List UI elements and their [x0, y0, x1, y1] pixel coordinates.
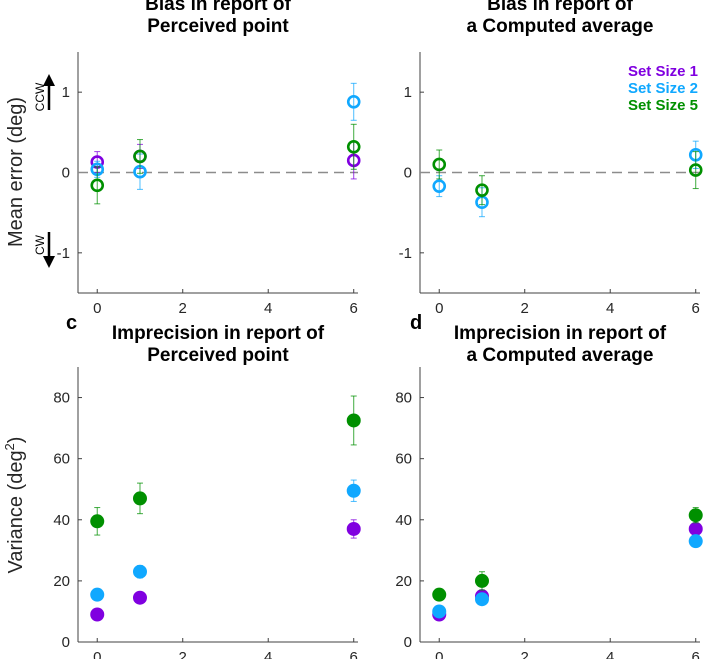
y-tick-label: -1: [57, 245, 70, 262]
series-set-size-2: [90, 82, 361, 190]
series-set-size-2: [432, 140, 703, 218]
data-point: [688, 534, 703, 549]
panel-c: 0 20 40 60 80 0 2 4 6 Imprecision in report ofPer…: [53, 312, 361, 659]
panel-letter: a: [66, 0, 78, 5]
cw-indicator: CW: [33, 232, 55, 268]
y-tick-label: 80: [53, 390, 70, 407]
panel-letter: c: [66, 312, 77, 334]
series-set-size-5: [432, 507, 703, 602]
y-tick-label: 40: [53, 512, 70, 529]
series-set-size-5: [432, 149, 703, 206]
y-axis-label-bottom: Variance (deg2): [2, 437, 27, 574]
y-tick-label: 60: [53, 451, 70, 468]
x-tick-label: 6: [350, 649, 358, 659]
data-point: [346, 139, 361, 154]
x-tick-label: 4: [606, 300, 614, 317]
x-tick-label: 4: [606, 649, 614, 659]
series-set-size-1: [432, 521, 703, 622]
data-point: [346, 413, 361, 428]
x-tick-label: 0: [93, 649, 101, 659]
x-tick-label: 2: [521, 300, 529, 317]
data-point: [133, 149, 147, 164]
cw-label: CW: [33, 234, 47, 255]
y-tick-label: 1: [404, 84, 412, 101]
data-point: [132, 590, 147, 605]
x-tick-label: 0: [93, 300, 101, 317]
y-tick-label: -1: [399, 245, 412, 262]
series-set-size-1: [90, 141, 361, 180]
data-point: [346, 521, 361, 536]
series-set-size-5: [90, 123, 361, 205]
y-tick-label: 20: [53, 573, 70, 590]
legend-entry: Set Size 5: [628, 97, 698, 114]
x-tick-label: 6: [350, 300, 358, 317]
series-set-size-5: [90, 395, 361, 536]
arrow-down-icon: [43, 256, 55, 268]
data-point: [132, 564, 147, 579]
y-tick-label: 60: [395, 451, 412, 468]
x-tick-label: 0: [435, 300, 443, 317]
panel-title: Perceived point: [147, 345, 289, 366]
x-tick-label: 4: [264, 300, 272, 317]
data-point: [688, 521, 703, 536]
y-tick-label: 80: [395, 390, 412, 407]
panel-title: Bias in report of: [487, 0, 633, 15]
y-axis-label-top: Mean error (deg): [5, 97, 27, 247]
panel-title: Imprecision in report of: [454, 323, 667, 344]
x-tick-label: 6: [692, 649, 700, 659]
data-point: [346, 483, 361, 498]
x-tick-label: 2: [521, 649, 529, 659]
x-tick-label: 2: [179, 649, 187, 659]
panel-title: Bias in report of: [145, 0, 291, 15]
arrow-up-icon: [43, 74, 55, 86]
panel-b: -1 0 1 0 2 4 6 Bias in report ofa Computed aver…: [399, 0, 703, 317]
x-tick-label: 0: [435, 649, 443, 659]
panel-letter: d: [410, 312, 422, 334]
legend-entry: Set Size 2: [628, 80, 698, 97]
data-point: [474, 573, 489, 588]
data-point: [90, 607, 105, 622]
y-tick-label: 1: [62, 84, 70, 101]
ccw-indicator: CCW: [33, 74, 55, 111]
data-point: [474, 592, 489, 607]
series-set-size-2: [90, 479, 361, 602]
y-tick-label: 0: [404, 634, 412, 651]
data-point: [475, 183, 489, 197]
panel-title: a Computed average: [467, 16, 654, 37]
y-tick-label: 0: [62, 634, 70, 651]
panel-title: a Computed average: [467, 345, 654, 366]
y-tick-label: 40: [395, 512, 412, 529]
ccw-label: CCW: [33, 82, 47, 111]
y-tick-label: 20: [395, 573, 412, 590]
panel-title: Imprecision in report of: [112, 323, 325, 344]
y-tick-label: 0: [404, 165, 412, 182]
data-point: [90, 587, 105, 602]
data-point: [90, 178, 105, 193]
panel-letter: b: [410, 0, 422, 5]
data-point: [688, 163, 703, 177]
data-point: [432, 587, 447, 602]
data-point: [688, 508, 703, 523]
data-point: [346, 95, 361, 109]
panel-title: Perceived point: [147, 16, 289, 37]
panel-d: 0 20 40 60 80 0 2 4 6 Imprecision in report ofa C…: [395, 312, 703, 659]
legend-entry: Set Size 1: [628, 63, 698, 80]
series-set-size-1: [90, 519, 361, 622]
data-point: [432, 157, 447, 172]
data-point: [432, 604, 447, 619]
x-tick-label: 4: [264, 649, 272, 659]
data-point: [132, 491, 147, 506]
data-point: [90, 514, 105, 529]
x-tick-label: 2: [179, 300, 187, 317]
data-point: [432, 179, 447, 193]
series-set-size-2: [432, 534, 703, 619]
x-tick-label: 6: [692, 300, 700, 317]
y-tick-label: 0: [62, 165, 70, 182]
